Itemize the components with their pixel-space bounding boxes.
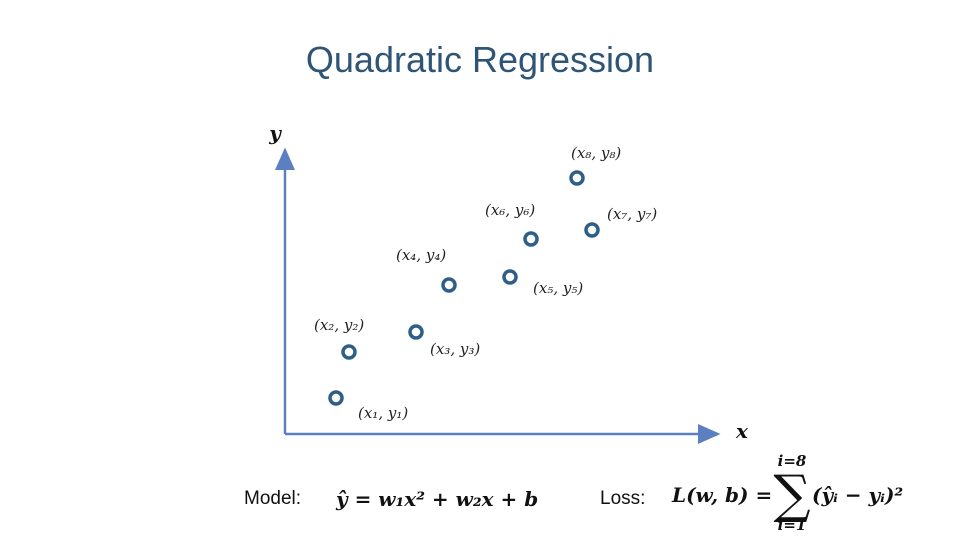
data-point xyxy=(441,277,457,293)
title: Quadratic Regression xyxy=(306,39,654,80)
loss-label: Loss: xyxy=(600,488,645,509)
point-label: (x₅, y₅) xyxy=(533,279,583,297)
model-formula: ŷ = w₁x² + w₂x + b xyxy=(335,487,538,511)
sum-sigma: ∑ xyxy=(773,465,810,525)
point-label: (x₁, y₁) xyxy=(358,404,408,422)
data-point xyxy=(408,324,424,340)
points: (x₁, y₁) (x₂, y₂) (x₃, y₃) (x₄, y₄) (x₅, y₅)… xyxy=(314,144,657,422)
x-axis-label: x xyxy=(735,419,749,443)
point-label: (x₂, y₂) xyxy=(314,316,364,334)
data-point xyxy=(584,222,600,238)
loss-lhs: L(w, b) = xyxy=(671,483,772,507)
sum-upper: i=8 xyxy=(778,452,807,470)
model-label: Model: xyxy=(244,488,301,509)
point-label: (x₃, y₃) xyxy=(430,340,480,358)
point-label: (x₇, y₇) xyxy=(607,205,657,223)
point-label: (x₈, y₈) xyxy=(571,144,621,162)
data-point xyxy=(502,269,518,285)
y-axis-label: y xyxy=(268,121,282,145)
loss-summand: (ŷᵢ − yᵢ)² xyxy=(812,483,903,507)
data-point xyxy=(569,170,585,186)
data-point xyxy=(341,344,357,360)
point-label: (x₄, y₄) xyxy=(396,246,446,264)
data-point xyxy=(523,231,539,247)
sum-lower: i=1 xyxy=(778,516,807,534)
point-label: (x₆, y₆) xyxy=(485,201,535,219)
data-point xyxy=(328,390,344,406)
